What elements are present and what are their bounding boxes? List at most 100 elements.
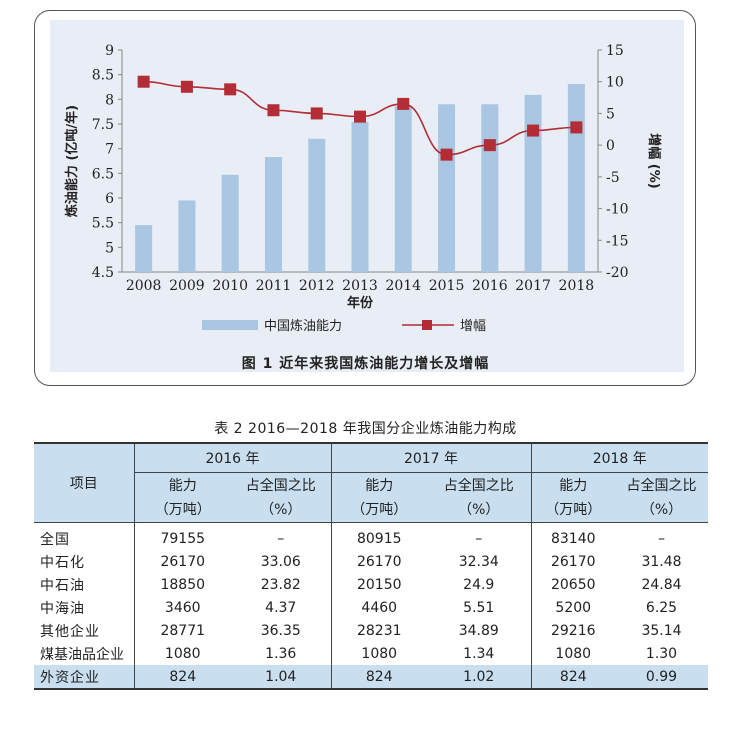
table-row: 煤基油品企业 1080 1.36 1080 1.34 1080 1.30 bbox=[34, 642, 708, 665]
table-row: 中海油 3460 4.37 4460 5.51 5200 6.25 bbox=[34, 596, 708, 619]
cell-value: 1.30 bbox=[645, 645, 678, 662]
cell-value: 36.35 bbox=[260, 622, 301, 639]
capacity-bar bbox=[438, 104, 456, 273]
share-header: 占全国之比 bbox=[427, 472, 531, 496]
cell-value: 33.06 bbox=[260, 553, 301, 570]
capacity-bar bbox=[394, 106, 412, 273]
cell-value: 18850 bbox=[133, 573, 231, 596]
y-tick-label-left: 6.5 bbox=[92, 166, 114, 182]
table-row: 中石油 18850 23.82 20150 24.9 20650 24.84 bbox=[34, 573, 708, 596]
cell-value: 26170 bbox=[530, 550, 615, 573]
cell-value: – bbox=[277, 530, 285, 547]
table-title: 表 2 2016—2018 年我国分企业炼油能力构成 bbox=[214, 421, 517, 437]
cell-value: 4460 bbox=[330, 596, 427, 619]
cell-value: 23.82 bbox=[260, 576, 301, 593]
capacity-bar bbox=[221, 174, 239, 272]
table-row: 其他企业 28771 36.35 28231 34.89 29216 35.14 bbox=[34, 619, 708, 642]
capacity-bar bbox=[135, 225, 153, 272]
x-tick-label: 2018 bbox=[559, 278, 595, 294]
cell-value: 1080 bbox=[133, 642, 231, 665]
share-unit: （%） bbox=[231, 496, 331, 523]
growth-marker bbox=[527, 124, 540, 137]
cell-value: – bbox=[475, 530, 483, 547]
capacity-table: 项目 2016 年 2017 年 2018 年 能力 占全国之比 能力 占全国之… bbox=[34, 442, 708, 690]
capacity-bar bbox=[308, 138, 326, 272]
y-axis-label-right: 增幅 (%) bbox=[646, 133, 662, 188]
cell-value: 4.37 bbox=[265, 599, 297, 616]
y-tick-label-right: 5 bbox=[606, 106, 615, 122]
capacity-bar bbox=[567, 84, 585, 272]
cell-value: 5.51 bbox=[463, 599, 495, 616]
refining-capacity-chart: 9 8.5 8 7.5 7 6.5 6 5.5 5 4.5 15 10 5 0 -5 -10 -15 -20 200… bbox=[64, 43, 662, 334]
cell-value: 824 bbox=[330, 665, 427, 689]
cell-value: 80915 bbox=[330, 522, 427, 550]
cell-value: 35.14 bbox=[641, 622, 682, 639]
share-header: 占全国之比 bbox=[231, 472, 331, 496]
y-tick-label-right: -15 bbox=[606, 233, 629, 249]
cell-value: – bbox=[658, 530, 665, 547]
growth-marker bbox=[570, 121, 583, 134]
row-label: 外资企业 bbox=[34, 665, 134, 689]
cell-value: 20650 bbox=[530, 573, 615, 596]
y-tick-label-right: 0 bbox=[606, 138, 615, 154]
cell-value: 1080 bbox=[530, 642, 615, 665]
cell-value: 83140 bbox=[530, 522, 615, 550]
cell-value: 26170 bbox=[133, 550, 231, 573]
cell-value: 1.34 bbox=[463, 645, 495, 662]
cell-value: 32.34 bbox=[458, 553, 499, 570]
y-tick-label-left: 5 bbox=[105, 240, 114, 256]
legend-bar-swatch bbox=[202, 320, 258, 330]
cell-value: 824 bbox=[133, 665, 231, 689]
cell-value: 0.99 bbox=[615, 665, 708, 689]
year-header-2017: 2017 年 bbox=[330, 443, 531, 473]
y-tick-label-left: 8 bbox=[105, 92, 114, 108]
cell-value: 26170 bbox=[330, 550, 427, 573]
x-tick-label: 2009 bbox=[169, 278, 205, 294]
cell-value: 1.02 bbox=[427, 665, 531, 689]
year-header-2018: 2018 年 bbox=[530, 443, 708, 473]
y-tick-label-left: 5.5 bbox=[92, 216, 114, 232]
x-tick-label: 2010 bbox=[212, 278, 248, 294]
cell-value: 31.48 bbox=[641, 553, 682, 570]
item-header: 项目 bbox=[34, 443, 134, 523]
capacity-unit: （万吨） bbox=[133, 496, 231, 523]
y-tick-label-left: 7 bbox=[105, 142, 114, 158]
capacity-unit: （万吨） bbox=[530, 496, 615, 523]
cell-value: 28771 bbox=[133, 619, 231, 642]
y-tick-label-right: 15 bbox=[606, 43, 624, 59]
row-label: 中海油 bbox=[40, 600, 85, 617]
cell-value: 20150 bbox=[330, 573, 427, 596]
x-tick-label: 2013 bbox=[342, 278, 378, 294]
capacity-header: 能力 bbox=[530, 472, 615, 496]
growth-marker bbox=[397, 97, 410, 110]
capacity-header: 能力 bbox=[133, 472, 231, 496]
growth-marker bbox=[180, 80, 193, 93]
y-tick-label-left: 6 bbox=[105, 191, 114, 207]
y-axis-label-left: 炼油能力 (亿吨/年) bbox=[64, 105, 80, 217]
cell-value: 34.89 bbox=[458, 622, 499, 639]
x-tick-label: 2014 bbox=[385, 278, 421, 294]
cell-value: 1.36 bbox=[265, 645, 297, 662]
y-tick-label-right: 10 bbox=[606, 75, 624, 91]
legend-bar-label: 中国炼油能力 bbox=[264, 319, 342, 334]
x-tick-label: 2008 bbox=[126, 278, 162, 294]
cell-value: 824 bbox=[530, 665, 615, 689]
growth-marker bbox=[267, 104, 280, 117]
x-axis-label: 年份 bbox=[347, 295, 374, 311]
capacity-header: 能力 bbox=[330, 472, 427, 496]
cell-value: 24.84 bbox=[641, 576, 682, 593]
row-label: 中石化 bbox=[40, 554, 85, 571]
x-tick-label: 2011 bbox=[256, 278, 292, 294]
legend-line-label: 增幅 bbox=[460, 319, 486, 334]
growth-marker bbox=[483, 139, 496, 152]
cell-value: 6.25 bbox=[645, 599, 678, 616]
legend-line-marker bbox=[422, 320, 432, 330]
y-tick-label-left: 4.5 bbox=[92, 265, 114, 281]
share-unit: （%） bbox=[615, 496, 708, 523]
cell-value: 28231 bbox=[330, 619, 427, 642]
growth-marker bbox=[310, 107, 323, 120]
cell-value: 3460 bbox=[133, 596, 231, 619]
y-tick-label-right: -5 bbox=[606, 170, 620, 186]
share-unit: （%） bbox=[427, 496, 531, 523]
capacity-bar bbox=[524, 94, 542, 272]
